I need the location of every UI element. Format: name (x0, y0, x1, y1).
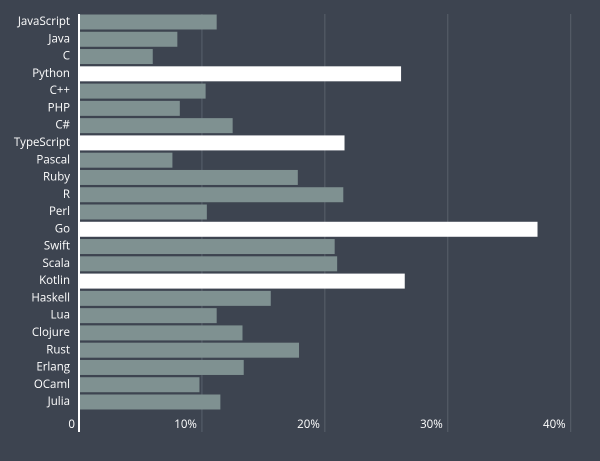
x-tick-label: 0 (68, 417, 75, 432)
y-tick-label: Python (32, 66, 70, 81)
y-tick-label: JavaScript (17, 14, 70, 29)
bar (79, 66, 402, 82)
y-tick-label: Clojure (32, 325, 70, 340)
y-tick-label: Go (55, 221, 70, 236)
bar (79, 169, 298, 185)
y-tick-label: Swift (44, 239, 70, 254)
y-tick-label: Java (47, 31, 70, 46)
y-tick-label: Pascal (36, 152, 70, 167)
y-tick-label: Ruby (43, 170, 70, 185)
bar (79, 325, 243, 341)
bar (79, 204, 207, 220)
bar (79, 187, 344, 203)
bar (79, 359, 244, 375)
bar (79, 49, 153, 65)
y-tick-label: C (63, 49, 70, 64)
x-tick-label: 40% (543, 417, 566, 432)
bar (79, 273, 405, 289)
bar (79, 14, 217, 30)
y-tick-label: Scala (43, 256, 71, 271)
bar (79, 394, 221, 410)
y-tick-label: Haskell (31, 290, 70, 305)
bar (79, 377, 200, 393)
x-tick-label: 20% (297, 417, 320, 432)
y-tick-label: R (63, 187, 70, 202)
bar (79, 290, 271, 306)
bar (79, 256, 338, 272)
x-tick-label: 30% (420, 417, 443, 432)
bar (79, 152, 173, 168)
y-tick-label: PHP (48, 100, 70, 115)
y-tick-label: Kotlin (39, 273, 70, 288)
bar (79, 83, 206, 99)
y-tick-label: Rust (46, 342, 70, 357)
bar (79, 239, 335, 255)
y-tick-label: TypeScript (14, 135, 70, 150)
bar (79, 118, 233, 134)
bar (79, 31, 178, 47)
bar (79, 308, 217, 324)
bar (79, 221, 538, 237)
y-tick-label: C# (55, 118, 70, 133)
y-tick-label: Erlang (36, 360, 70, 375)
y-tick-label: OCaml (34, 377, 70, 392)
bar (79, 100, 180, 116)
y-tick-label: C++ (50, 83, 70, 98)
bar (79, 342, 300, 358)
y-tick-label: Julia (47, 394, 70, 409)
y-tick-label: Perl (49, 204, 70, 219)
bar (79, 135, 345, 151)
y-tick-label: Lua (51, 308, 70, 323)
x-tick-label: 10% (174, 417, 197, 432)
